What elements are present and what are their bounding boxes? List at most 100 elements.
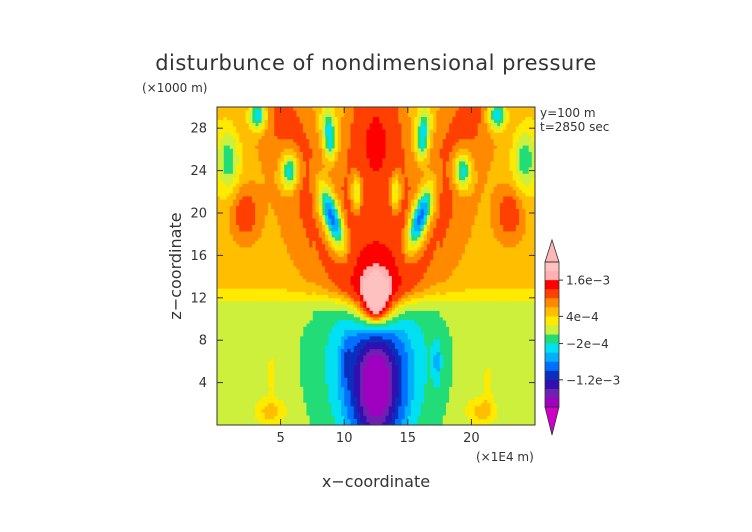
heatmap-cell — [385, 405, 390, 410]
heatmap-cell — [258, 176, 262, 181]
heatmap-cell — [261, 227, 266, 232]
heatmap-cell — [369, 310, 374, 315]
heatmap-cell — [286, 342, 291, 346]
heatmap-cell — [217, 278, 221, 283]
heatmap-cell — [283, 145, 288, 149]
heatmap-cell — [306, 129, 310, 133]
heatmap-cell — [217, 418, 221, 423]
heatmap-cell — [341, 189, 345, 194]
heatmap-cell — [245, 164, 250, 168]
heatmap-cell — [372, 240, 377, 245]
heatmap-cell — [299, 326, 304, 330]
heatmap-cell — [248, 383, 253, 388]
heatmap-cell — [248, 234, 253, 238]
heatmap-cell — [220, 345, 224, 350]
heatmap-cell — [264, 348, 269, 353]
heatmap-cell — [379, 253, 383, 257]
heatmap-cell — [239, 374, 243, 378]
heatmap-cell — [258, 361, 262, 365]
heatmap-cell — [226, 122, 231, 127]
heatmap-cell — [337, 345, 342, 350]
heatmap-cell — [347, 383, 351, 388]
heatmap-cell — [369, 351, 374, 356]
heatmap-cell — [372, 355, 377, 359]
heatmap-cell — [251, 390, 256, 394]
heatmap-cell — [299, 183, 304, 187]
heatmap-cell — [290, 151, 294, 156]
heatmap-cell — [290, 266, 294, 270]
heatmap-cell — [232, 269, 237, 273]
heatmap-cell — [236, 256, 240, 261]
heatmap-cell — [356, 138, 361, 143]
heatmap-cell — [309, 269, 313, 273]
heatmap-cell — [376, 412, 380, 416]
heatmap-cell — [325, 358, 329, 362]
heatmap-cell — [226, 262, 231, 267]
heatmap-cell — [296, 202, 301, 206]
heatmap-cell — [290, 316, 294, 321]
heatmap-cell — [334, 170, 339, 175]
heatmap-cell — [267, 294, 272, 299]
heatmap-cell — [255, 240, 259, 245]
heatmap-cell — [376, 399, 380, 404]
heatmap-cell — [315, 224, 320, 229]
heatmap-cell — [232, 399, 237, 404]
heatmap-cell — [251, 176, 256, 181]
heatmap-cell — [274, 189, 278, 194]
heatmap-cell — [271, 126, 275, 130]
heatmap-cell — [267, 329, 272, 334]
heatmap-cell — [331, 167, 336, 171]
heatmap-cell — [350, 173, 355, 178]
heatmap-cell — [379, 412, 383, 416]
heatmap-cell — [242, 246, 247, 251]
heatmap-cell — [309, 167, 313, 171]
heatmap-cell — [271, 237, 275, 241]
heatmap-cell — [296, 256, 301, 261]
heatmap-cell — [255, 113, 259, 117]
heatmap-cell — [242, 135, 247, 140]
heatmap-cell — [366, 316, 371, 321]
heatmap-cell — [318, 285, 323, 289]
heatmap-cell — [251, 300, 256, 305]
heatmap-cell — [274, 396, 278, 400]
heatmap-cell — [280, 409, 285, 413]
heatmap-cell — [328, 224, 332, 229]
heatmap-cell — [226, 119, 231, 124]
heatmap-cell — [366, 199, 371, 203]
heatmap-cell — [220, 256, 224, 261]
heatmap-cell — [242, 196, 247, 200]
heatmap-cell — [290, 412, 294, 416]
heatmap-cell — [369, 262, 374, 267]
heatmap-cell — [255, 402, 259, 407]
heatmap-cell — [293, 361, 297, 365]
heatmap-cell — [385, 167, 390, 171]
heatmap-cell — [363, 215, 367, 219]
heatmap-cell — [293, 211, 297, 216]
heatmap-cell — [226, 418, 231, 423]
heatmap-cell — [286, 266, 291, 270]
heatmap-cell — [242, 157, 247, 162]
heatmap-cell — [283, 262, 288, 267]
heatmap-cell — [353, 358, 358, 362]
heatmap-cell — [220, 370, 224, 375]
heatmap-cell — [302, 313, 307, 318]
heatmap-cell — [245, 246, 250, 251]
heatmap-cell — [350, 364, 355, 369]
heatmap-cell — [376, 132, 380, 137]
heatmap-cell — [293, 161, 297, 165]
heatmap-cell — [372, 348, 377, 353]
heatmap-cell — [350, 161, 355, 165]
heatmap-cell — [385, 370, 390, 375]
heatmap-cell — [242, 358, 247, 362]
heatmap-cell — [242, 243, 247, 248]
heatmap-cell — [385, 186, 390, 191]
heatmap-cell — [337, 107, 342, 111]
heatmap-cell — [325, 288, 329, 292]
heatmap-cell — [280, 173, 285, 178]
heatmap-cell — [353, 186, 358, 191]
heatmap-cell — [217, 215, 221, 219]
heatmap-cell — [220, 269, 224, 273]
heatmap-cell — [264, 231, 269, 235]
heatmap-cell — [321, 183, 326, 187]
heatmap-cell — [376, 246, 380, 251]
